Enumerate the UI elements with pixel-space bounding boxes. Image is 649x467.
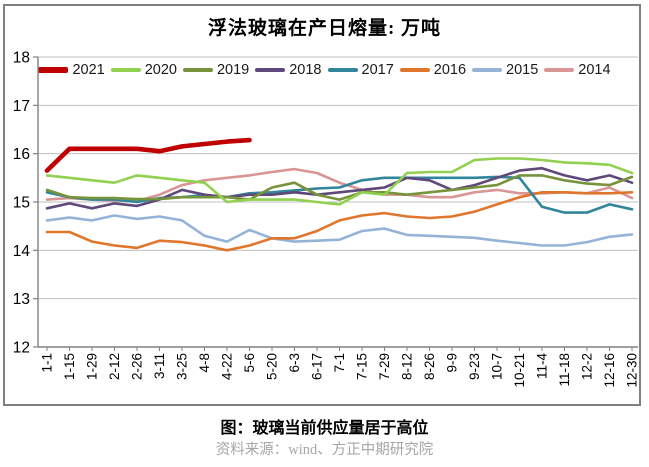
x-tick-label: 8-26: [422, 353, 437, 380]
legend-item-2017: 2017: [327, 60, 394, 80]
x-tick-label: 8-12: [400, 353, 415, 380]
x-tick-label: 6-17: [310, 353, 325, 380]
legend-label-2016: 2016: [433, 62, 467, 78]
legend-label-2019: 2019: [216, 62, 250, 78]
series-line-2015: [45, 214, 634, 247]
series-line-2019: [45, 174, 634, 201]
legend-swatch-2015: [472, 68, 503, 72]
y-tick-label: 13: [13, 291, 30, 308]
legend-label-2021: 2021: [72, 62, 105, 78]
x-tick-label: 1-29: [85, 353, 100, 380]
x-tick-label: 7-29: [377, 353, 392, 380]
series-line-2020: [45, 157, 634, 206]
x-tick-label: 9-9: [445, 353, 460, 373]
y-tick-label: 16: [13, 146, 30, 163]
legend-item-2019: 2019: [182, 60, 250, 80]
x-tick-label: 11-4: [535, 353, 550, 380]
x-tick-label: 6-3: [287, 353, 302, 373]
x-tick-label: 12-2: [580, 353, 595, 380]
legend-item-2021: 2021: [38, 60, 105, 80]
series-line-2021: [44, 137, 252, 173]
legend-label-2014: 2014: [578, 62, 611, 78]
legend-swatch-2021: [38, 67, 69, 73]
legend-swatch-2017: [327, 68, 358, 72]
series-line-2014: [45, 167, 634, 203]
series-line-2017: [45, 175, 634, 214]
x-tick-label: 3-11: [152, 353, 167, 379]
legend-swatch-2018: [255, 68, 286, 72]
y-tick-label: 18: [13, 50, 30, 67]
x-tick-label: 12-16: [602, 353, 617, 388]
x-tick-label: 2-26: [130, 353, 145, 380]
chart-caption: 图：玻璃当前供应量居于高位: [220, 420, 429, 437]
x-tick-label: 5-20: [265, 353, 280, 380]
x-tick-label: 2-12: [107, 353, 122, 380]
chart-title: 浮法玻璃在产日熔量: 万吨: [207, 18, 442, 39]
legend-item-2018: 2018: [255, 60, 322, 80]
plot-area: 18 17 16 15 14 13 12 1-1 1-15 1-29 2-12 2-26 3-11 3-2…: [13, 50, 640, 388]
legend-item-2016: 2016: [399, 60, 467, 80]
y-tick-label: 12: [13, 340, 30, 357]
legend-swatch-2016: [399, 68, 430, 72]
y-tick-label: 14: [13, 243, 31, 260]
x-tick-label: 3-25: [175, 353, 190, 380]
y-tick-label: 17: [13, 98, 30, 115]
legend-label-2015: 2015: [506, 62, 539, 78]
source-note: 资料来源：wind、方正中期研究院: [215, 442, 434, 458]
legend-swatch-2020: [110, 68, 141, 72]
x-tick-label: 11-18: [557, 353, 572, 387]
legend-label-2017: 2017: [361, 62, 394, 78]
legend-item-2014: 2014: [544, 60, 611, 80]
series-line-2016: [45, 191, 634, 252]
series-line-2018: [45, 166, 634, 210]
x-tick-label: 9-23: [467, 353, 482, 380]
x-tick-label: 4-8: [197, 353, 212, 373]
legend-swatch-2014: [544, 68, 575, 72]
legend-swatch-2019: [182, 68, 213, 72]
y-tick-label: 15: [13, 195, 30, 212]
legend-label-2018: 2018: [289, 62, 322, 78]
legend-item-2015: 2015: [472, 60, 538, 80]
x-tick-label: 1-15: [62, 353, 77, 380]
legend-item-2020: 2020: [110, 60, 177, 80]
legend-label-2020: 2020: [144, 62, 177, 78]
x-tick-label: 5-6: [242, 353, 257, 373]
x-tick-label: 1-1: [40, 353, 55, 373]
x-tick-label: 10-21: [512, 353, 527, 388]
x-tick-label: 10-7: [490, 353, 505, 380]
x-tick-label: 7-1: [332, 353, 347, 373]
x-tick-label: 7-15: [355, 353, 370, 380]
x-tick-label: 4-22: [220, 353, 235, 380]
x-tick-label: 12-30: [625, 353, 640, 388]
chart-legend: 2021 2020 2019 2018 2017 2016 2015 2014: [8, 60, 641, 80]
